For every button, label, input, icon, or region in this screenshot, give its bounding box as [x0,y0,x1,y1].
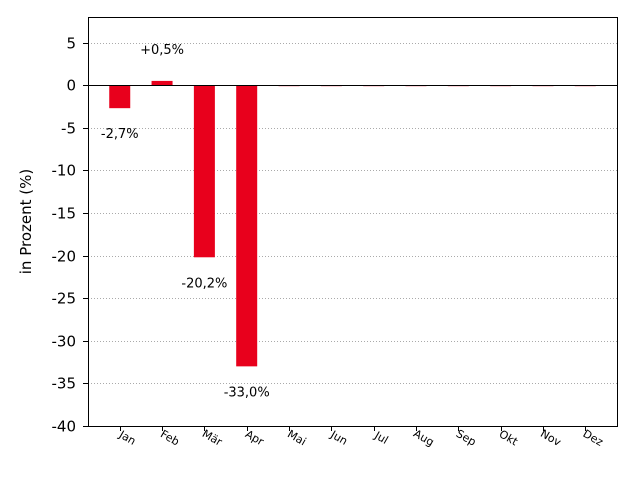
x-tick-label: Jan [116,428,138,448]
data-labels: -2,7% +0,5% -20,2% -33,0% [101,43,270,400]
gridlines [88,43,617,427]
y-tick-label: -35 [52,375,77,393]
data-label: -2,7% [101,127,139,142]
y-axis-ticks: 5 0 -5 -10 -15 -20 -25 -30 -35 -40 [52,35,88,436]
data-label: -20,2% [181,276,227,291]
x-tick-label: Dez [581,427,606,449]
x-tick-label: Apr [243,428,266,449]
y-tick-label: 0 [66,77,76,95]
bars [109,80,596,367]
y-tick-label: -10 [52,162,77,180]
x-tick-label: Mär [200,427,225,449]
y-tick-label: -30 [52,333,77,351]
y-axis-title: in Prozent (%) [17,169,35,274]
data-label: +0,5% [140,43,184,58]
x-tick-label: Nov [538,427,564,449]
bar-apr [236,85,258,367]
y-tick-label: -5 [61,120,76,138]
x-tick-label: Okt [497,428,521,449]
bar-feb [151,80,173,86]
y-tick-label: -25 [52,290,77,308]
y-tick-label: -15 [52,205,77,223]
x-tick-label: Aug [411,427,436,449]
x-tick-label: Mai [285,428,308,449]
plot-frame [88,17,618,427]
bar-mär [193,85,215,258]
x-tick-label: Jun [328,428,350,448]
bar-jan [109,85,131,109]
x-tick-label: Feb [158,427,181,448]
x-tick-label: Sep [454,427,478,449]
data-label: -33,0% [224,385,270,400]
x-axis-ticks: Jan Feb Mär Apr Mai Jun Jul Aug Sep Okt Nov Dez [116,426,606,449]
y-tick-label: -40 [52,418,77,436]
y-tick-label: 5 [66,35,76,53]
y-tick-label: -20 [52,248,77,266]
x-tick-label: Jul [372,429,391,447]
